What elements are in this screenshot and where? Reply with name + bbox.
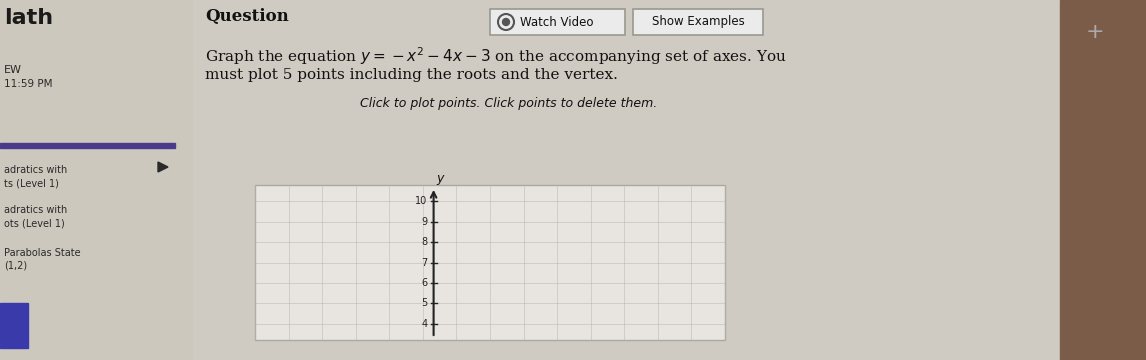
Text: Click to plot points. Click points to delete them.: Click to plot points. Click points to de… bbox=[360, 97, 658, 110]
Text: Watch Video: Watch Video bbox=[520, 15, 594, 28]
Text: 7: 7 bbox=[422, 257, 427, 267]
Bar bbox=[256, 185, 725, 340]
Bar bbox=[490, 9, 625, 35]
Text: lath: lath bbox=[3, 8, 53, 28]
Text: EW: EW bbox=[3, 65, 22, 75]
Text: +: + bbox=[1085, 22, 1105, 42]
Text: Show Examples: Show Examples bbox=[652, 15, 745, 28]
Text: 5: 5 bbox=[422, 298, 427, 308]
Text: Question: Question bbox=[205, 8, 289, 25]
Bar bbox=[0, 143, 175, 148]
Text: 6: 6 bbox=[422, 278, 427, 288]
Text: (1,2): (1,2) bbox=[3, 261, 28, 271]
Text: 4: 4 bbox=[422, 319, 427, 329]
Text: y: y bbox=[437, 172, 444, 185]
Text: adratics with: adratics with bbox=[3, 165, 68, 175]
Text: Graph the equation $y = -x^2 - 4x - 3$ on the accompanying set of axes. You: Graph the equation $y = -x^2 - 4x - 3$ o… bbox=[205, 45, 787, 67]
Text: adratics with: adratics with bbox=[3, 205, 68, 215]
Text: Parabolas State: Parabolas State bbox=[3, 248, 80, 258]
Bar bbox=[0, 0, 193, 360]
Polygon shape bbox=[158, 162, 168, 172]
Bar bbox=[0, 303, 28, 348]
Text: 11:59 PM: 11:59 PM bbox=[3, 79, 53, 89]
Text: ts (Level 1): ts (Level 1) bbox=[3, 178, 58, 188]
Bar bbox=[633, 9, 763, 35]
Text: 10: 10 bbox=[415, 196, 427, 206]
Circle shape bbox=[502, 18, 510, 26]
Text: 9: 9 bbox=[422, 217, 427, 227]
Text: must plot 5 points including the roots and the vertex.: must plot 5 points including the roots a… bbox=[205, 68, 618, 82]
Text: 8: 8 bbox=[422, 237, 427, 247]
Bar bbox=[1060, 0, 1146, 360]
Text: ots (Level 1): ots (Level 1) bbox=[3, 218, 65, 228]
